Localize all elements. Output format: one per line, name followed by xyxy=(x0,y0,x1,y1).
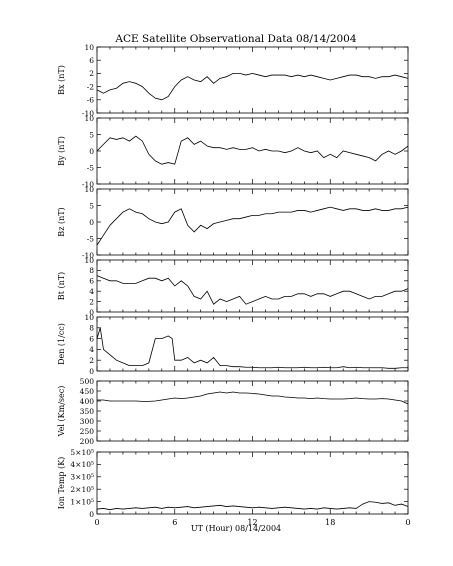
y-tick-label: 3×10⁵ xyxy=(70,473,94,482)
y-tick-label: 5 xyxy=(89,201,94,210)
panel-6: 5×10⁵ 4×10⁵ 3×10⁵ 2×10⁵ 1×10⁵ 0 Ion Temp (K) xyxy=(57,448,409,519)
x-tick-label: 12 xyxy=(247,518,257,527)
x-tick-label: 18 xyxy=(325,518,335,527)
y-tick-label: 4 xyxy=(89,287,94,296)
y-tick-label: 10 xyxy=(84,185,94,194)
y-axis-label: Bz (nT) xyxy=(57,207,66,236)
y-tick-label: 0 xyxy=(89,510,94,519)
y-tick-label: 0 xyxy=(89,308,94,317)
y-tick-label: 2 xyxy=(89,356,94,365)
y-tick-label: 8 xyxy=(89,266,94,275)
y-tick-label: 0 xyxy=(89,218,94,227)
y-tick-label: 10 xyxy=(84,114,94,123)
y-axis-label: Den (1/cc) xyxy=(57,323,66,365)
panel-0: 10 6 2 -2 -6 -10 Bx (nT) xyxy=(57,43,409,118)
x-axis: 0 6 12 18 0 xyxy=(94,518,410,527)
x-tick-label: 0 xyxy=(405,518,410,527)
y-tick-label: -5 xyxy=(87,234,95,243)
y-tick-label: -10 xyxy=(82,180,94,189)
y-tick-label: 10 xyxy=(84,313,94,322)
series-line xyxy=(96,275,409,305)
y-axis-label: Bt (nT) xyxy=(57,272,66,300)
y-tick-label: 4 xyxy=(89,345,94,354)
y-tick-label: 0 xyxy=(89,147,94,156)
y-tick-label: 350 xyxy=(80,407,95,416)
y-tick-label: 400 xyxy=(80,397,95,406)
panel-frame xyxy=(96,380,409,442)
series-line xyxy=(96,72,409,101)
y-tick-label: 2 xyxy=(89,297,94,306)
y-axis-label: Bx (nT) xyxy=(57,65,66,95)
y-tick-label: 6 xyxy=(89,334,94,343)
y-tick-label: 10 xyxy=(84,43,94,52)
y-tick-label: -10 xyxy=(82,251,94,260)
y-tick-label: 2×10⁵ xyxy=(70,485,94,494)
y-tick-label: 450 xyxy=(80,387,95,396)
chart-title: ACE Satellite Observational Data 08/14/2… xyxy=(114,33,356,45)
y-tick-label: 300 xyxy=(80,417,95,426)
y-tick-label: 250 xyxy=(80,427,95,436)
panel-frame xyxy=(96,316,409,372)
series-line xyxy=(97,391,409,405)
series-line xyxy=(96,501,409,511)
panel-frame xyxy=(96,117,409,185)
y-tick-label: -6 xyxy=(87,96,95,105)
panel-2: 10 5 0 -5 -10 Bz (nT) xyxy=(57,185,409,260)
panel-3: 108 642 0 Bt (nT) xyxy=(57,256,409,317)
panel-frame xyxy=(96,188,409,256)
y-tick-label: -2 xyxy=(87,82,95,91)
y-tick-label: -5 xyxy=(87,163,95,172)
y-tick-label: 6 xyxy=(89,277,94,286)
series-line xyxy=(96,206,409,246)
y-tick-label: 1×10⁵ xyxy=(70,497,94,506)
y-tick-label: 0 xyxy=(89,367,94,376)
y-tick-label: 6 xyxy=(89,56,94,65)
panel-4: 10 86 4 2 0 Den (1/cc) xyxy=(57,313,409,376)
panel-frame xyxy=(96,46,409,114)
y-tick-label: 4×10⁵ xyxy=(70,460,94,469)
y-tick-label: 200 xyxy=(80,437,95,446)
y-tick-label: 10 xyxy=(84,256,94,265)
x-tick-label: 0 xyxy=(94,518,99,527)
y-tick-label: 500 xyxy=(80,377,95,386)
y-tick-label: -10 xyxy=(82,109,94,118)
y-tick-label: 8 xyxy=(89,324,94,333)
y-axis-label: Vel (Km/sec) xyxy=(57,386,66,438)
panel-1: 10 5 0 -5 -10 By (nT) xyxy=(57,114,409,189)
y-tick-label: 2 xyxy=(89,69,94,78)
series-line xyxy=(96,327,408,369)
y-tick-label: 5×10⁵ xyxy=(70,448,94,457)
x-tick-label: 6 xyxy=(172,518,177,527)
y-axis-label: Ion Temp (K) xyxy=(57,457,66,510)
panel-frame xyxy=(96,259,409,313)
y-axis-label: By (nT) xyxy=(57,136,66,166)
x-axis-label: UT (Hour) 08/14/2004 xyxy=(191,524,281,533)
y-tick-label: 5 xyxy=(89,130,94,139)
series-line xyxy=(96,135,409,165)
panels-group: 10 6 2 -2 -6 -10 Bx (nT) 10 5 0 -5 -10 By (nT) 10 5 0 -5… xyxy=(57,43,409,519)
